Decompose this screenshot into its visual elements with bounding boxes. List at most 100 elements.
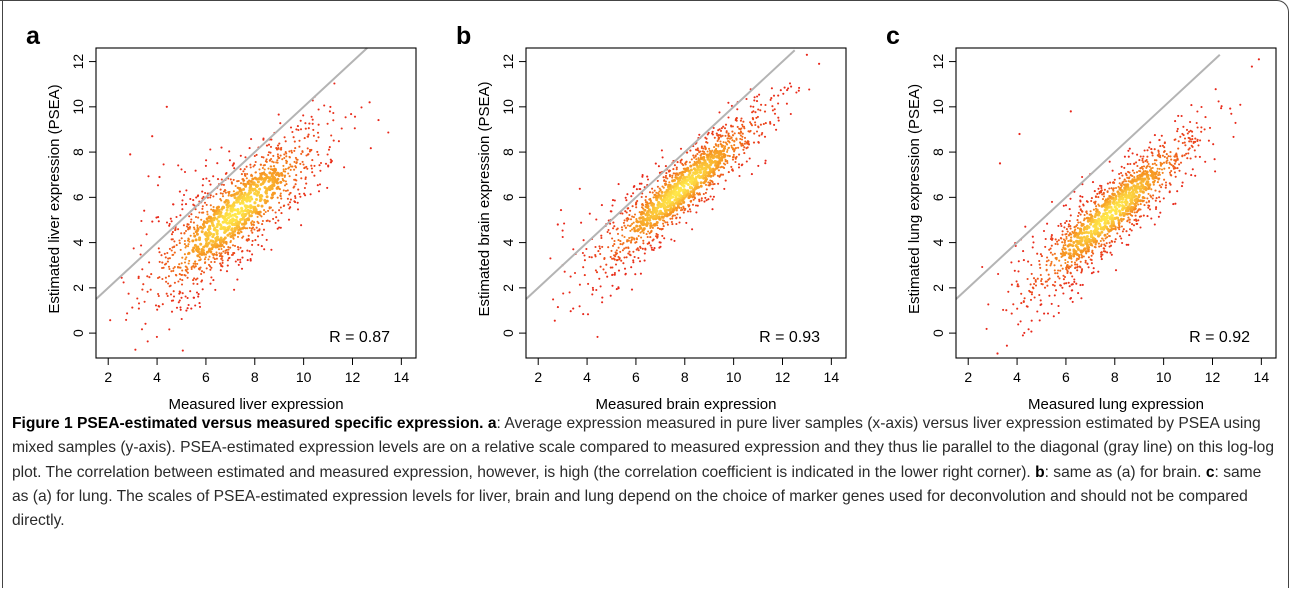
data-point bbox=[1158, 167, 1161, 170]
data-point bbox=[1079, 208, 1082, 211]
data-point bbox=[666, 213, 670, 217]
data-point bbox=[731, 125, 734, 128]
data-point bbox=[591, 293, 594, 296]
data-point bbox=[1131, 214, 1134, 217]
data-point bbox=[1062, 251, 1066, 255]
data-point bbox=[649, 244, 652, 247]
data-point bbox=[679, 161, 682, 164]
data-point bbox=[204, 253, 208, 256]
data-point bbox=[633, 255, 636, 259]
data-point bbox=[185, 225, 189, 228]
data-point bbox=[1121, 196, 1125, 200]
data-point bbox=[238, 220, 242, 224]
data-point bbox=[711, 187, 714, 190]
data-point bbox=[1174, 120, 1177, 123]
data-point bbox=[1081, 249, 1085, 253]
x-tick-label: 12 bbox=[1205, 369, 1221, 385]
data-point bbox=[236, 224, 240, 228]
data-point bbox=[242, 170, 245, 173]
data-point bbox=[1100, 251, 1103, 254]
data-point bbox=[651, 207, 655, 211]
data-point bbox=[637, 249, 640, 252]
data-point bbox=[713, 146, 716, 149]
data-point bbox=[1176, 157, 1179, 160]
data-point bbox=[1081, 195, 1084, 198]
data-points bbox=[549, 53, 821, 338]
data-point bbox=[1077, 221, 1080, 224]
data-point bbox=[231, 193, 235, 197]
data-point bbox=[189, 220, 192, 224]
data-point bbox=[1214, 88, 1217, 91]
data-point bbox=[266, 219, 269, 222]
data-point bbox=[203, 220, 206, 224]
data-point bbox=[225, 242, 228, 245]
data-point bbox=[173, 265, 176, 269]
data-point bbox=[1174, 202, 1177, 205]
data-point bbox=[1099, 239, 1102, 243]
data-point bbox=[287, 167, 290, 170]
data-point bbox=[1108, 235, 1111, 238]
data-point bbox=[208, 255, 211, 258]
data-point bbox=[711, 208, 714, 211]
data-point bbox=[1021, 334, 1024, 337]
data-point bbox=[613, 243, 616, 246]
data-point bbox=[1073, 280, 1076, 283]
x-tick-label: 8 bbox=[681, 369, 689, 385]
data-point bbox=[1167, 155, 1170, 158]
data-point bbox=[1158, 190, 1161, 193]
data-point bbox=[630, 238, 633, 241]
data-point bbox=[161, 277, 164, 281]
data-point bbox=[741, 135, 744, 138]
data-point bbox=[1076, 235, 1080, 239]
data-point bbox=[251, 231, 254, 234]
data-point bbox=[660, 194, 664, 198]
data-point bbox=[1085, 252, 1088, 255]
data-point bbox=[1127, 216, 1130, 219]
data-point bbox=[202, 178, 205, 181]
data-point bbox=[596, 335, 599, 338]
data-point bbox=[1117, 221, 1121, 225]
data-point bbox=[340, 127, 343, 130]
y-axis-label: Estimated brain expression (PSEA) bbox=[476, 81, 493, 316]
figure-label: Figure 1 bbox=[12, 415, 73, 432]
data-point bbox=[1056, 240, 1059, 243]
data-point bbox=[1159, 156, 1162, 159]
data-point bbox=[1130, 205, 1133, 209]
data-point bbox=[1148, 204, 1151, 207]
data-point bbox=[1087, 225, 1091, 229]
data-point bbox=[196, 195, 199, 198]
data-point bbox=[716, 139, 719, 143]
data-point bbox=[689, 168, 693, 172]
data-point bbox=[572, 248, 575, 251]
data-point bbox=[179, 266, 182, 269]
data-point bbox=[200, 280, 203, 283]
data-point bbox=[698, 160, 702, 164]
data-point bbox=[674, 187, 678, 191]
data-point bbox=[207, 241, 211, 245]
data-point bbox=[306, 135, 309, 138]
data-point bbox=[635, 237, 638, 240]
data-point bbox=[753, 132, 756, 135]
data-point bbox=[790, 85, 793, 88]
data-point bbox=[1066, 230, 1069, 233]
data-point bbox=[1062, 238, 1065, 241]
data-point bbox=[639, 231, 642, 234]
data-point bbox=[1109, 181, 1112, 184]
data-point bbox=[180, 168, 183, 171]
data-point bbox=[648, 216, 652, 220]
data-point bbox=[249, 209, 253, 213]
data-point bbox=[264, 160, 267, 163]
data-point bbox=[621, 243, 624, 246]
data-point bbox=[1127, 177, 1130, 180]
data-point bbox=[254, 160, 257, 164]
data-point bbox=[1079, 195, 1082, 198]
data-point bbox=[1033, 296, 1036, 299]
data-point bbox=[764, 103, 767, 107]
data-point bbox=[1190, 104, 1193, 107]
data-point bbox=[660, 228, 663, 231]
data-point bbox=[299, 128, 303, 131]
data-point bbox=[1181, 181, 1184, 184]
y-tick-label: 0 bbox=[70, 329, 86, 337]
axes-box bbox=[955, 47, 1277, 359]
data-point bbox=[742, 120, 745, 123]
